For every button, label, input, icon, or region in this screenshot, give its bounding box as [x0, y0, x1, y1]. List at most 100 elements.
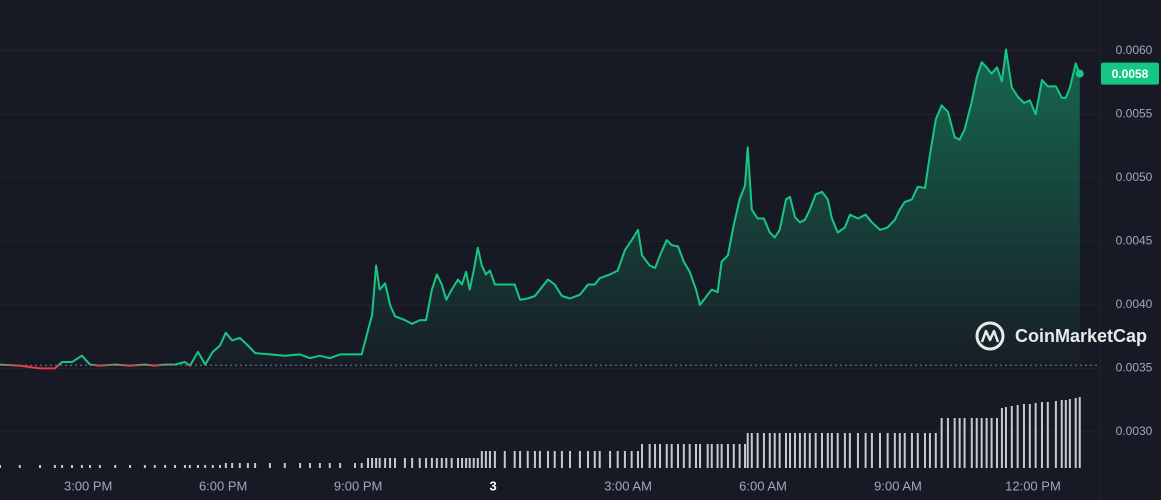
volume-bar: [39, 465, 42, 468]
volume-bar: [940, 418, 943, 468]
volume-bar: [1028, 404, 1031, 468]
volume-bar: [378, 458, 381, 468]
price-badge: [1101, 62, 1159, 85]
volume-bar: [183, 465, 186, 468]
volume-bar: [238, 463, 241, 468]
y-tick-label: 0.0050: [1116, 170, 1153, 184]
volume-bar: [1004, 407, 1007, 468]
volume-bar: [688, 444, 691, 468]
volume-bar: [990, 418, 993, 468]
volume-bar: [129, 465, 132, 468]
price-badge-label: 0.0058: [1112, 67, 1149, 81]
volume-bar: [18, 465, 21, 468]
volume-bar: [903, 433, 906, 468]
watermark-logo-mark: [980, 329, 1000, 343]
volume-bar: [784, 433, 787, 468]
volume-bar: [231, 463, 234, 468]
volume-bar: [98, 465, 101, 468]
volume-bar: [958, 418, 961, 468]
volume-bar: [609, 451, 612, 468]
y-tick-label: 0.0040: [1116, 297, 1153, 311]
y-tick-label: 0.0030: [1116, 424, 1153, 438]
volume-bar: [80, 465, 83, 468]
volume-bar: [768, 433, 771, 468]
volume-bar: [353, 463, 356, 468]
volume-bar: [328, 463, 331, 468]
volume-bar: [254, 463, 257, 468]
volume-bar: [425, 458, 428, 468]
x-tick-label: 12:00 PM: [1005, 478, 1061, 493]
volume-bar: [910, 433, 913, 468]
volume-bar: [710, 444, 713, 468]
volume-bar: [916, 433, 919, 468]
volume-bar: [928, 433, 931, 468]
volume-bar: [513, 451, 516, 468]
volume-bar: [553, 451, 556, 468]
volume-bar: [953, 418, 956, 468]
volume-bar: [468, 458, 471, 468]
volume-bar: [738, 444, 741, 468]
volume-bar: [403, 458, 406, 468]
volume-bar: [418, 458, 421, 468]
watermark-text: CoinMarketCap: [1015, 326, 1147, 346]
volume-bar: [995, 418, 998, 468]
volume-bar: [970, 418, 973, 468]
area-fill: [0, 49, 1080, 366]
volume-bar: [630, 451, 633, 468]
volume-bar: [196, 465, 199, 468]
volume-bar: [870, 433, 873, 468]
volume-bar: [814, 433, 817, 468]
volume-bar: [526, 451, 529, 468]
volume-bar: [339, 463, 342, 468]
volume-bar: [70, 465, 73, 468]
volume-bar: [430, 458, 433, 468]
volume-bar: [1000, 408, 1003, 468]
volume-bar: [826, 433, 829, 468]
volume-bar: [756, 433, 759, 468]
volume-bar: [445, 458, 448, 468]
volume-bar: [246, 463, 249, 468]
volume-bar: [1054, 401, 1057, 468]
volume-bar: [114, 465, 117, 468]
volume-bar: [318, 463, 321, 468]
volume-bar: [598, 451, 601, 468]
volume-bar: [773, 433, 776, 468]
volume-bar: [503, 451, 506, 468]
volume-bar: [720, 444, 723, 468]
volume-bar: [980, 418, 983, 468]
volume-bar: [360, 463, 363, 468]
x-tick-label: 6:00 AM: [739, 478, 787, 493]
x-tick-label: 9:00 PM: [334, 478, 382, 493]
volume-bar: [716, 444, 719, 468]
volume-bar: [1064, 400, 1067, 468]
volume-bar: [411, 458, 414, 468]
volume-bar: [450, 458, 453, 468]
volume-bar: [476, 458, 479, 468]
y-tick-label: 0.0055: [1116, 106, 1153, 120]
volume-bar: [665, 444, 668, 468]
volume-bar: [648, 444, 651, 468]
volume-bar: [778, 433, 781, 468]
x-tick-label: 9:00 AM: [874, 478, 922, 493]
volume-bar: [299, 463, 302, 468]
volume-bar: [484, 451, 487, 468]
volume-bar: [143, 465, 146, 468]
volume-bar: [836, 433, 839, 468]
volume-bar: [808, 433, 811, 468]
x-tick-label: 3:00 PM: [64, 478, 112, 493]
volume-bar: [670, 444, 673, 468]
volume-bar: [538, 451, 541, 468]
volume-bar: [1068, 399, 1071, 468]
volume-bar: [893, 433, 896, 468]
volume-bar: [985, 418, 988, 468]
volume-bar: [803, 433, 806, 468]
volume-bar: [308, 463, 311, 468]
volume-bar: [375, 458, 378, 468]
y-tick-label: 0.0035: [1116, 361, 1153, 375]
watermark-logo: [975, 321, 1005, 351]
volume-bar: [616, 451, 619, 468]
volume-bar: [153, 465, 156, 468]
x-tick-label: 3: [489, 478, 496, 493]
volume-bar: [750, 433, 753, 468]
